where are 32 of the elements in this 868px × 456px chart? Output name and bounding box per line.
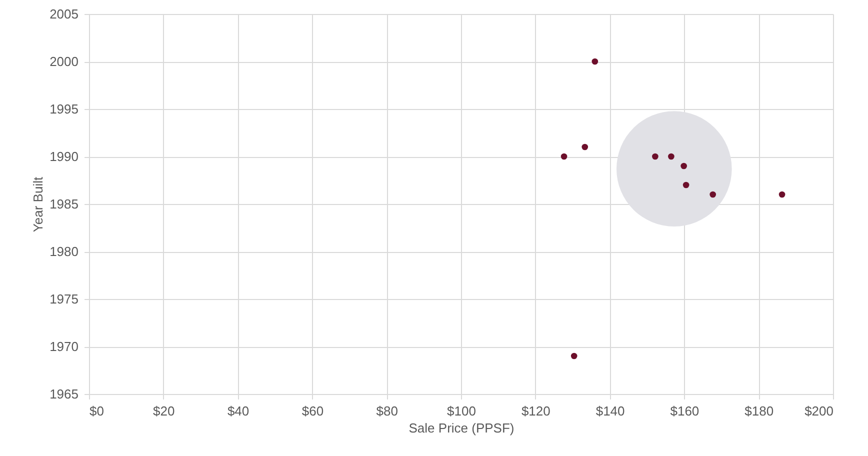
point — [582, 144, 588, 150]
x-tick-label: $20 — [153, 404, 175, 418]
x-axis-title: Sale Price (PPSF) — [408, 420, 514, 436]
x-tick-label: $200 — [804, 404, 834, 418]
x-tick-label: $180 — [744, 404, 774, 418]
point — [652, 153, 658, 160]
y-tick-label: 1995 — [50, 102, 78, 116]
x-tick-label: $140 — [596, 404, 625, 418]
point — [592, 58, 598, 65]
point — [560, 153, 568, 160]
x-tick-label: $0 — [90, 404, 104, 418]
y-tick-label: 1970 — [50, 339, 78, 354]
point — [570, 352, 578, 360]
x-tick-label: $100 — [447, 404, 476, 418]
x-tick-label: $80 — [376, 404, 398, 418]
x-tick-label: $120 — [521, 404, 550, 418]
y-tick-label: 2000 — [50, 54, 78, 69]
point — [682, 182, 690, 188]
y-tick-label: 1980 — [50, 244, 78, 259]
x-tick-label: $60 — [302, 404, 324, 418]
y-tick-label: 1975 — [50, 292, 78, 306]
y-tick-label: 1990 — [50, 149, 78, 164]
y-tick-label: 2005 — [50, 6, 78, 22]
x-tick-label: $40 — [227, 404, 250, 418]
x-tick-label: $160 — [670, 404, 700, 418]
y-axis-title: Year Built — [30, 176, 46, 232]
point — [680, 162, 687, 170]
y-tick-label: 1985 — [50, 196, 78, 212]
point — [710, 191, 716, 198]
point — [778, 191, 786, 198]
point — [668, 153, 674, 160]
y-tick-label: 1965 — [50, 386, 78, 402]
